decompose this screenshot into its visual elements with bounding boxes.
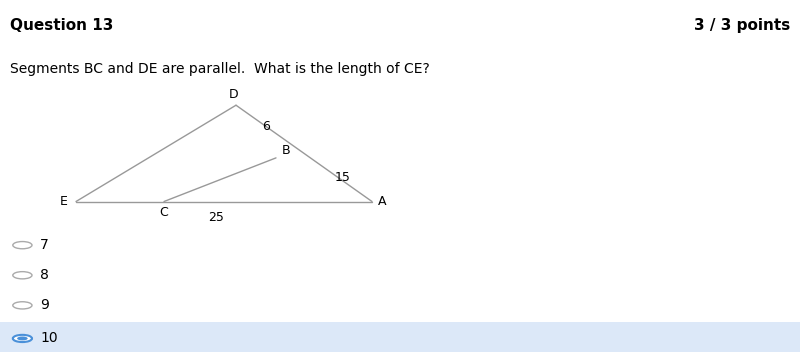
Text: C: C	[160, 206, 168, 219]
Text: E: E	[60, 195, 68, 208]
Text: Segments BC and DE are parallel.  What is the length of CE?: Segments BC and DE are parallel. What is…	[10, 62, 430, 76]
Text: 6: 6	[262, 120, 270, 133]
Text: 10: 10	[40, 332, 58, 345]
Text: 15: 15	[334, 171, 350, 184]
Circle shape	[13, 272, 32, 279]
Circle shape	[13, 302, 32, 309]
Text: 7: 7	[40, 238, 49, 252]
Text: D: D	[229, 88, 238, 101]
Circle shape	[17, 337, 28, 340]
Circle shape	[13, 241, 32, 249]
Text: 8: 8	[40, 268, 49, 282]
Text: 9: 9	[40, 298, 49, 312]
Text: Question 13: Question 13	[10, 18, 113, 33]
FancyBboxPatch shape	[0, 322, 800, 352]
Text: A: A	[378, 195, 386, 208]
Circle shape	[13, 335, 32, 342]
Text: 25: 25	[208, 211, 224, 224]
Text: B: B	[282, 144, 290, 157]
Text: 3 / 3 points: 3 / 3 points	[694, 18, 790, 33]
